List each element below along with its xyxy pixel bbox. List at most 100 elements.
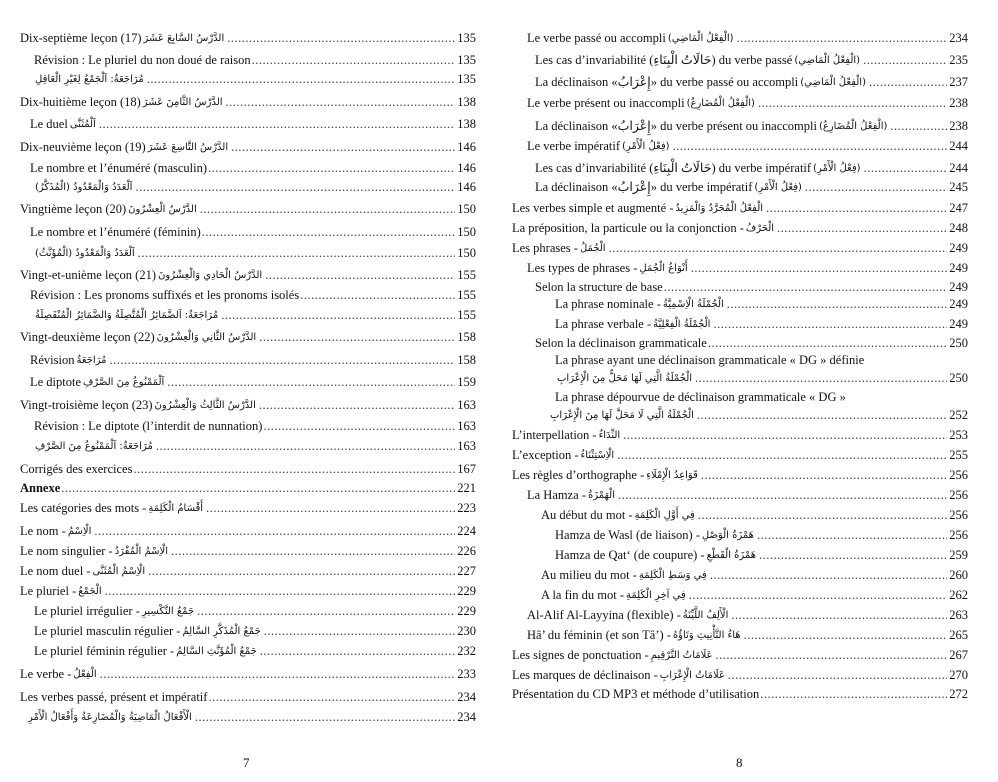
toc-entry[interactable]: Hamza de Wasl (de liaison) - هَمْزَةُ الْ… <box>555 526 968 544</box>
toc-entry[interactable]: مُرَاجَعَةٌ: اَلْجَمْعُ لِغَيْرِ الْعَاق… <box>33 70 476 88</box>
toc-entry-page-number: 255 <box>949 447 968 462</box>
toc-entry[interactable]: الْجُمْلَةُ الَّتِي لَا مَحَلَّ لَهَا مِ… <box>548 406 968 424</box>
toc-entry[interactable]: Dix-septième leçon (17) الدَّرْسُ السَّاب… <box>20 29 476 47</box>
toc-entry[interactable]: L’exception -الْاِسْتِثْنَاءُ 255 <box>512 446 968 464</box>
toc-entry-arabic-title: أَنْوَاعُ الْجُمَلِ <box>639 262 688 274</box>
toc-entry-page-number: 249 <box>949 240 968 255</box>
toc-entry[interactable]: Selon la déclinaison grammaticale 250 <box>535 334 968 352</box>
toc-entry-arabic-title: فِي وَسَطِ الْكَلِمَةِ <box>638 569 707 581</box>
toc-entry[interactable]: Les verbes passé, présent et impératif 23… <box>20 688 476 706</box>
toc-entry[interactable]: Annexe 221 <box>20 479 476 497</box>
dot-leader <box>697 408 947 423</box>
toc-entry-title: Révision : Les pronoms suffixés et les p… <box>30 287 300 302</box>
toc-entry[interactable]: Le verbe -الْفِعْلُ 233 <box>20 665 476 683</box>
toc-entry[interactable]: La phrase dépourvue de déclinaison gramm… <box>555 388 968 406</box>
toc-entry-arabic-title: هَمْزَةُ الْقَطْعِ <box>706 549 756 561</box>
toc-entry-title: Corrigés des exercices <box>20 461 133 476</box>
toc-entry[interactable]: Le nom -الْاِسْمُ 224 <box>20 522 476 540</box>
toc-entry[interactable]: Le nom duel -الْاِسْمُ الْمُثَنَّى 227 <box>20 562 476 580</box>
toc-entry[interactable]: Le pluriel féminin régulier - جَمْعُ الْم… <box>34 642 476 660</box>
toc-entry[interactable]: Les types de phrases - أَنْوَاعُ الْجُمَل… <box>527 259 968 277</box>
dot-leader <box>698 508 947 523</box>
dot-leader <box>760 687 947 702</box>
toc-entry-page-number: 263 <box>949 607 968 622</box>
toc-entry[interactable]: Les règles d’orthographe - قَوَاعِدُ الْإ… <box>512 466 968 484</box>
toc-entry[interactable]: Vingt-et-unième leçon (21) الدَّرْسُ الْح… <box>20 266 476 284</box>
toc-entry[interactable]: Vingt-troisième leçon (23) الدَّرْسُ الثَ… <box>20 396 476 414</box>
toc-entry-page-number: 135 <box>457 71 476 86</box>
toc-entry-page-number: 249 <box>949 260 968 275</box>
toc-entry[interactable]: Présentation du CD MP3 et méthode d’util… <box>512 685 968 703</box>
toc-entry-page-number: 260 <box>949 567 968 582</box>
toc-entry[interactable]: Le pluriel masculin régulier - جَمْعُ الْ… <box>34 622 476 640</box>
toc-entry[interactable]: Les marques de déclinaison - عَلَامَاتُ ا… <box>512 666 968 684</box>
toc-entry[interactable]: Al-Alif Al-Layyina (flexible) - الْأَلِفُ… <box>527 606 968 624</box>
toc-entry[interactable]: Le nombre et l’énuméré (masculin) 146 <box>30 159 476 177</box>
toc-entry[interactable]: اَلْعَدَدُ وَالْمَعْدُودُ (الْمُذَكَّرُ)… <box>33 178 476 196</box>
toc-entry[interactable]: Dix-neuvième leçon (19) الدَّرْسُ التَّاس… <box>20 138 476 156</box>
dot-leader <box>138 246 455 261</box>
toc-entry[interactable]: Vingtième leçon (20) الدَّرْسُ الْعِشْرُو… <box>20 200 476 218</box>
toc-entry-title: Les signes de ponctuation - <box>512 647 649 662</box>
dot-leader <box>265 268 455 283</box>
toc-entry-page-number: 146 <box>457 139 476 154</box>
toc-entry[interactable]: Vingt-deuxième leçon (22) الدَّرْسُ الثَّ… <box>20 328 476 346</box>
toc-entry-title: Le verbe impératif <box>527 138 621 153</box>
toc-entry[interactable]: Les catégories des mots - أَقْسَامُ الْكَ… <box>20 499 476 517</box>
toc-entry[interactable]: L’interpellation -النِّدَاءُ 253 <box>512 426 968 444</box>
dot-leader <box>618 488 947 503</box>
toc-entry[interactable]: Corrigés des exercices 167 <box>20 460 476 478</box>
dot-leader <box>869 75 947 90</box>
toc-entry[interactable]: اَلْعَدَدُ وَالْمَعْدُودُ (الْمُؤَنَّثُ)… <box>33 244 476 262</box>
toc-entry-arabic-title: الْحَرْفُ <box>745 222 775 234</box>
toc-entry-arabic-title: (الْفِعْلُ الْمَاضِي) <box>800 76 866 88</box>
toc-entry[interactable]: مُرَاجَعَةٌ: اَلضَّمَائِرُ الْمُتَّصِلَة… <box>33 306 476 324</box>
toc-entry-title: Révision : Le diptote (l’interdit de nun… <box>34 418 263 433</box>
toc-entry[interactable]: Les signes de ponctuation - عَلَامَاتُ ال… <box>512 646 968 664</box>
toc-entry[interactable]: La phrase nominale - الْجُمْلَةُ الْاِسْم… <box>555 295 968 313</box>
toc-entry[interactable]: Les cas d’invariabilité (حَالَاتُ الْبِن… <box>535 159 968 177</box>
toc-entry[interactable]: Hamza de Qat‘ (de coupure) - هَمْزَةُ الْ… <box>555 546 968 564</box>
toc-entry[interactable]: La phrase verbale - الْجُمْلَةُ الْفِعْلِ… <box>555 315 968 333</box>
toc-entry[interactable]: La déclinaison «إِعْرَابُ» du verbe impé… <box>535 178 968 196</box>
toc-entry[interactable]: الْجُمْلَةُ الَّتِي لَهَا مَحَلٌّ مِنَ ا… <box>555 369 968 387</box>
toc-entry[interactable]: La préposition, la particule ou la conjo… <box>512 219 968 237</box>
toc-entry[interactable]: مُرَاجَعَةٌ: اَلْمَمْنُوعُ مِنَ الصَّرْف… <box>33 437 476 455</box>
toc-entry[interactable]: Au milieu du mot - فِي وَسَطِ الْكَلِمَةِ… <box>541 566 968 584</box>
toc-entry[interactable]: A la fin du mot -فِي آخِرِ الْكَلِمَةِ 26… <box>541 586 968 604</box>
toc-entry[interactable]: Le nom singulier -الْاِسْمُ الْمُفْرَدُ 2… <box>20 542 476 560</box>
toc-entry[interactable]: Les verbes simple et augmenté - الْفِعْلُ… <box>512 199 968 217</box>
toc-entry-title: Révision <box>30 352 75 367</box>
toc-entry[interactable]: Les cas d’invariabilité (حَالَاتُ الْبِن… <box>535 51 968 69</box>
toc-entry-page-number: 167 <box>457 461 476 476</box>
toc-entry[interactable]: Les phrases -الْجُمَلُ 249 <box>512 239 968 257</box>
toc-entry[interactable]: Dix-huitième leçon (18) الدَّرْسُ الثَّام… <box>20 93 476 111</box>
toc-entry[interactable]: Le verbe passé ou accompli (الْفِعْلُ الْ… <box>527 29 968 47</box>
toc-entry[interactable]: La Hamza -الْهَمْزَةُ 256 <box>527 486 968 504</box>
toc-entry-page-number: 150 <box>457 224 476 239</box>
dot-leader <box>695 371 947 386</box>
toc-entry[interactable]: Le pluriel irrégulier - جَمْعُ التَّكْسِي… <box>34 602 476 620</box>
toc-entry[interactable]: Révision : Le pluriel du non doué de rai… <box>34 51 476 69</box>
toc-entry-page-number: 256 <box>949 467 968 482</box>
dot-leader <box>689 588 947 603</box>
toc-entry[interactable]: Selon la structure de base 249 <box>535 278 968 296</box>
toc-entry[interactable]: Hâ’ du féminin (et son Tâ’) - هَاءُ التَّ… <box>527 626 968 644</box>
toc-entry[interactable]: Le nombre et l’énuméré (féminin) 150 <box>30 223 476 241</box>
toc-entry[interactable]: La phrase ayant une déclinaison grammati… <box>555 351 968 369</box>
toc-entry[interactable]: La déclinaison «إِعْرَابُ» du verbe pass… <box>535 73 968 91</box>
toc-entry[interactable]: Révision : Le diptote (l’interdit de nun… <box>34 417 476 435</box>
toc-entry[interactable]: Le verbe impératif(فِعْلُ الْأَمْرِ) 244 <box>527 137 968 155</box>
toc-entry[interactable]: Le pluriel -الْجَمْعُ 229 <box>20 582 476 600</box>
toc-entry-title: Hamza de Qat‘ (de coupure) - <box>555 547 705 562</box>
toc-entry[interactable]: الْأَفْعَالُ الْمَاضِيَةُ وَالْمُضَارِعَ… <box>26 708 476 726</box>
dot-leader <box>727 297 947 312</box>
toc-entry[interactable]: Au début du mot - فِي أَوَّلِ الْكَلِمَةِ… <box>541 506 968 524</box>
toc-entry[interactable]: Le verbe présent ou inaccompli (الْفِعْلُ… <box>527 94 968 112</box>
toc-entry[interactable]: La déclinaison «إِعْرَابُ» du verbe prés… <box>535 117 968 135</box>
toc-entry[interactable]: Révision : Les pronoms suffixés et les p… <box>30 286 476 304</box>
dot-leader <box>864 161 947 176</box>
